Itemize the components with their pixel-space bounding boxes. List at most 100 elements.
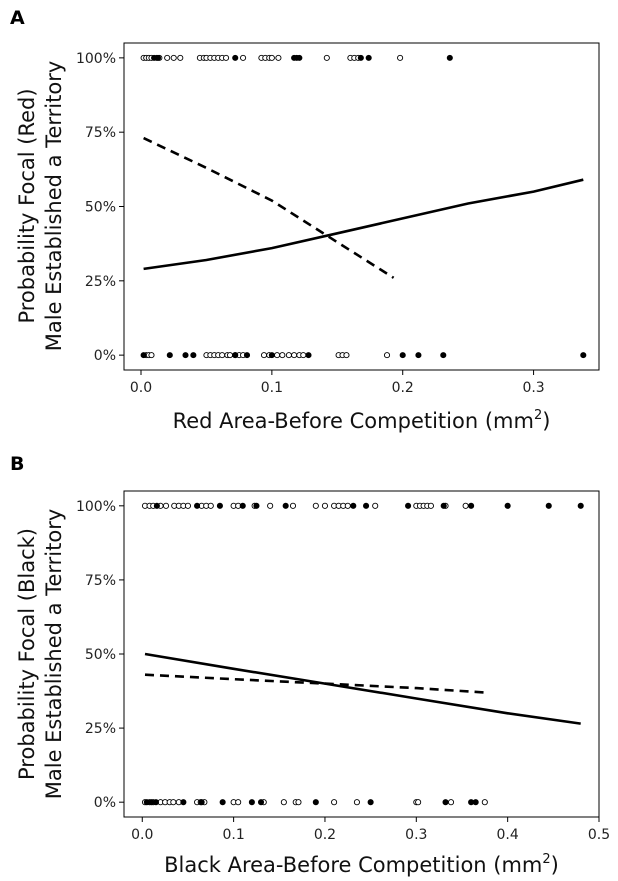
filled-point: [577, 502, 584, 509]
filled-point: [180, 799, 187, 806]
dashed-fit-line: [144, 673, 485, 694]
filled-point: [182, 352, 189, 359]
open-point: [275, 54, 282, 61]
filled-point: [140, 352, 147, 359]
filled-point: [350, 502, 357, 509]
filled-point: [166, 352, 173, 359]
open-point: [280, 799, 287, 806]
y-tick-label: 0%: [94, 348, 116, 364]
filled-point: [198, 799, 205, 806]
x-tick-label: 0.5: [588, 827, 610, 843]
solid-fit-line: [143, 178, 584, 271]
open-point: [226, 352, 234, 359]
x-tick-label: 0.3: [522, 380, 544, 396]
open-point: [268, 54, 275, 61]
x-tick-label: 0.2: [314, 827, 336, 843]
filled-point: [194, 502, 201, 509]
filled-point: [305, 352, 312, 359]
series-layer: [141, 502, 584, 806]
filled-point: [154, 54, 162, 61]
dashed-fit-line: [143, 136, 395, 279]
open-point: [223, 54, 230, 61]
open-point: [323, 54, 330, 61]
x-tick-label: 0.1: [222, 827, 244, 843]
filled-point: [367, 799, 374, 806]
open-point: [291, 352, 298, 359]
solid-fit-line: [144, 652, 581, 725]
open-point: [462, 502, 469, 509]
series-layer: [140, 54, 587, 359]
open-point: [240, 54, 247, 61]
filled-point: [152, 799, 160, 806]
open-point: [300, 352, 307, 359]
open-point: [447, 799, 455, 806]
open-point: [383, 352, 391, 359]
panel-letter: A: [10, 7, 25, 29]
x-tick-label: 0.4: [497, 827, 519, 843]
panel-a: A 0% 25% 50% 75% 100% 0.0 0.1 0.2 0.3 Red Area-…: [10, 7, 600, 433]
filled-point: [216, 502, 223, 509]
x-ticks: 0.0 0.1 0.2 0.3: [130, 370, 545, 396]
open-point: [279, 352, 286, 359]
open-point: [343, 352, 350, 359]
filled-point: [243, 352, 251, 359]
filled-point: [248, 799, 255, 806]
open-point: [372, 502, 379, 509]
open-point: [267, 502, 274, 509]
open-point: [295, 799, 302, 806]
filled-point: [415, 352, 422, 359]
x-tick-label: 0.0: [131, 827, 153, 843]
filled-point: [440, 352, 447, 359]
filled-point: [580, 352, 587, 359]
open-point: [321, 502, 329, 509]
filled-point: [468, 502, 475, 509]
filled-point: [257, 799, 265, 806]
y-axis-label-line-1: Probability Focal (Black): [15, 528, 39, 780]
y-tick-label: 25%: [85, 274, 116, 290]
filled-point: [365, 54, 372, 61]
open-point: [207, 502, 214, 509]
filled-point: [399, 352, 406, 359]
plot-frame: [123, 42, 600, 371]
filled-point: [153, 502, 160, 509]
open-point: [397, 54, 404, 61]
y-ticks: 0% 25% 50% 75% 100%: [76, 499, 124, 811]
y-tick-label: 25%: [85, 721, 116, 737]
plot-frame: [123, 490, 600, 818]
filled-point: [442, 799, 449, 806]
filled-point: [440, 502, 447, 509]
panel-b: B 0% 25% 50% 75% 100% 0.0 0.1 0.2 0.3 0.4 0.5 Bla…: [10, 453, 610, 877]
panel-letter: B: [10, 453, 24, 475]
x-ticks: 0.0 0.1 0.2 0.3 0.4 0.5: [131, 817, 610, 843]
x-tick-label: 0.2: [392, 380, 414, 396]
open-point: [170, 54, 177, 61]
filled-point: [268, 352, 275, 359]
filled-point: [545, 502, 552, 509]
filled-point: [190, 352, 197, 359]
open-point: [260, 352, 268, 359]
y-tick-label: 100%: [76, 51, 116, 67]
filled-point: [296, 54, 303, 61]
x-tick-label: 0.0: [130, 380, 152, 396]
open-point: [331, 799, 338, 806]
open-point: [481, 799, 488, 806]
filled-point: [504, 502, 511, 509]
open-point: [177, 54, 184, 61]
open-point: [184, 502, 191, 509]
open-point: [415, 799, 422, 806]
y-tick-label: 100%: [76, 499, 116, 515]
open-point: [312, 502, 319, 509]
filled-point: [253, 502, 260, 509]
open-point: [344, 502, 351, 509]
y-axis-label-line-2: Male Established a Territory: [42, 61, 66, 352]
open-point: [285, 352, 292, 359]
y-tick-label: 75%: [85, 573, 116, 589]
y-tick-label: 75%: [85, 125, 116, 141]
filled-point: [405, 502, 412, 509]
open-point: [274, 352, 281, 359]
filled-point: [232, 352, 239, 359]
filled-point: [282, 502, 289, 509]
x-tick-label: 0.3: [405, 827, 427, 843]
filled-point: [363, 502, 370, 509]
